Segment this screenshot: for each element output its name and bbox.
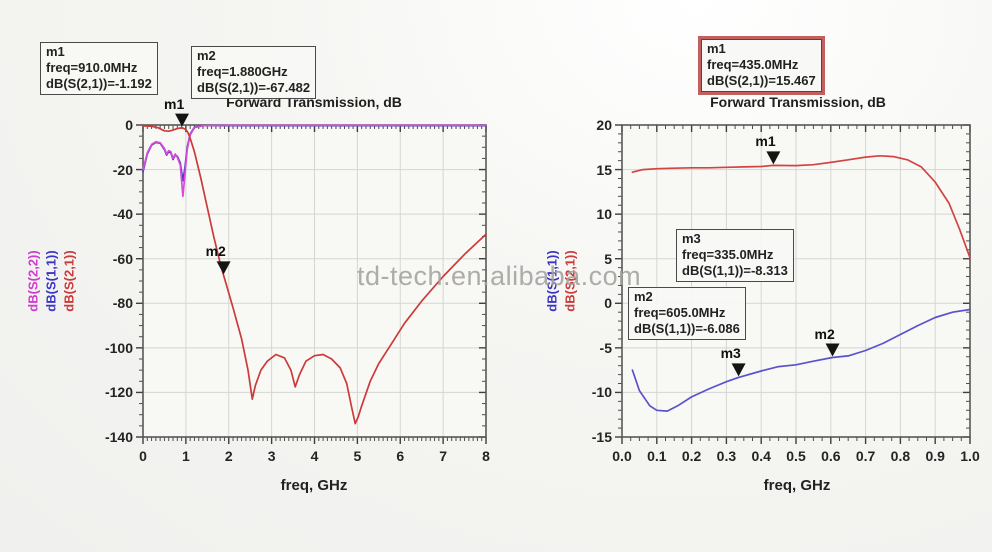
- marker-readout-right-m2[interactable]: m2 freq=605.0MHz dB(S(1,1))=-6.086: [628, 287, 746, 340]
- marker-readout-line: dB(S(2,1))=-1.192: [46, 76, 152, 91]
- marker-readout-line: freq=910.0MHz: [46, 60, 138, 75]
- marker-m3-triangle[interactable]: [731, 363, 746, 377]
- marker-readout-line: freq=435.0MHz: [707, 57, 799, 72]
- marker-readout-line: freq=1.880GHz: [197, 64, 288, 79]
- marker-readout-line: dB(S(1,1))=-8.313: [682, 263, 788, 278]
- marker-m2-triangle[interactable]: [825, 343, 840, 357]
- marker-readout-line: dB(S(1,1))=-6.086: [634, 321, 740, 336]
- trace-dB(S(2,2))[interactable]: [142, 124, 487, 198]
- marker-readout-line: m2: [197, 48, 216, 63]
- marker-readout-line: m3: [682, 231, 701, 246]
- trace-dB(S(2,1))[interactable]: [142, 125, 487, 425]
- marker-readout-right-m1[interactable]: m1 freq=435.0MHz dB(S(2,1))=15.467: [701, 39, 822, 92]
- trace-dB(S(2,1))[interactable]: [631, 154, 971, 259]
- marker-readout-line: freq=605.0MHz: [634, 305, 726, 320]
- marker-readout-line: dB(S(2,1))=15.467: [707, 73, 816, 88]
- marker-readout-right-m3[interactable]: m3 freq=335.0MHz dB(S(1,1))=-8.313: [676, 229, 794, 282]
- marker-m2-triangle[interactable]: [216, 261, 231, 275]
- marker-readout-line: m1: [707, 41, 726, 56]
- trace-dB(S(1,1))[interactable]: [631, 308, 971, 412]
- marker-m1-triangle[interactable]: [766, 151, 781, 165]
- marker-readout-line: dB(S(2,1))=-67.482: [197, 80, 311, 95]
- marker-readout-line: m1: [46, 44, 65, 59]
- marker-readout-left-m2[interactable]: m2 freq=1.880GHz dB(S(2,1))=-67.482: [191, 46, 317, 99]
- marker-m1-triangle[interactable]: [175, 113, 190, 127]
- plot-border: [621, 124, 971, 438]
- marker-readout-line: freq=335.0MHz: [682, 247, 774, 262]
- right-chart-title: Forward Transmission, dB: [710, 94, 886, 110]
- marker-readout-line: m2: [634, 289, 653, 304]
- marker-readout-left-m1[interactable]: m1 freq=910.0MHz dB(S(2,1))=-1.192: [40, 42, 158, 95]
- left-x-axis-label: freq, GHz: [280, 477, 348, 494]
- right-x-axis-label: freq, GHz: [763, 477, 831, 494]
